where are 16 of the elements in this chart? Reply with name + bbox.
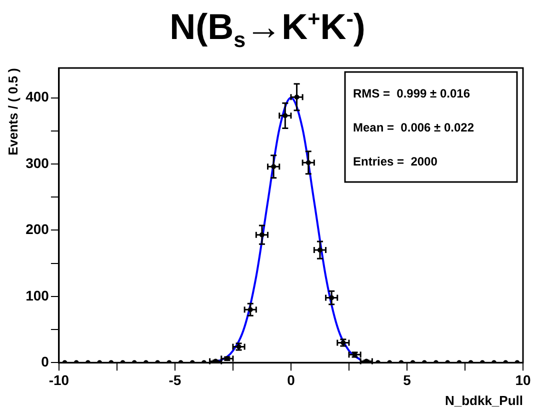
x-tick-label: -10 xyxy=(48,372,70,388)
x-axis-title: N_bdkk_Pull xyxy=(444,392,523,408)
annotation: Mean = 0.006 ± 0.022 xyxy=(353,120,474,134)
x-tick-label: 5 xyxy=(403,372,412,388)
annotation: RMS = 0.999 ± 0.016 xyxy=(353,86,470,100)
y-axis-title: Events / ( 0.5 ) xyxy=(5,68,20,156)
y-tick-label: 400 xyxy=(26,88,50,105)
annotation: Entries = 2000 xyxy=(353,154,438,168)
x-tick-label: 0 xyxy=(287,372,296,388)
x-tick-label: 10 xyxy=(515,372,531,388)
y-tick-label: 300 xyxy=(26,154,50,171)
y-tick-label: 0 xyxy=(41,353,50,370)
x-tick-label: -5 xyxy=(168,372,182,388)
y-tick-label: 200 xyxy=(26,221,50,238)
chart-title: N(B$_{s}$→K$^{+}$K$^{-}$) xyxy=(168,6,366,54)
y-tick-label: 100 xyxy=(26,287,50,304)
